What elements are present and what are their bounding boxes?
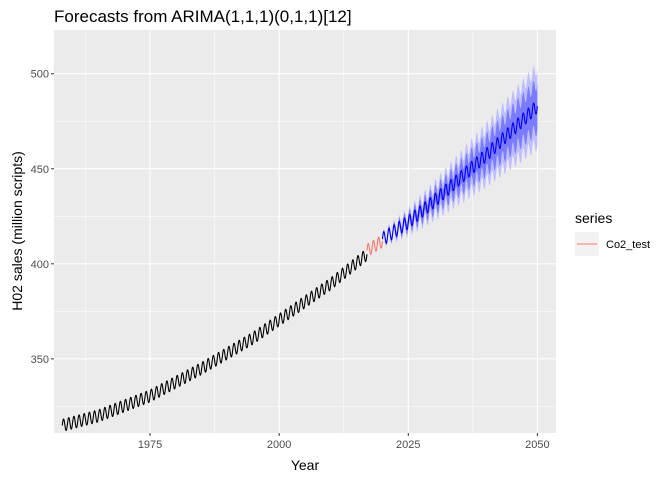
- y-tick-label-500: 500: [31, 69, 49, 81]
- x-tick-label-2050: 2050: [525, 439, 549, 451]
- y-tick-label-350: 350: [31, 354, 49, 366]
- legend-title: series: [575, 210, 612, 226]
- y-tick-label-450: 450: [31, 164, 49, 176]
- x-tick-label-1975: 1975: [138, 439, 162, 451]
- series-line-co2-test: [366, 236, 384, 255]
- series-line-observed: [61, 250, 368, 432]
- legend: series Co2_test: [575, 210, 650, 256]
- legend-entry-co2-test: Co2_test: [606, 239, 650, 251]
- x-tick-label-2025: 2025: [396, 439, 420, 451]
- chart-title: Forecasts from ARIMA(1,1,1)(0,1,1)[12]: [54, 7, 352, 26]
- x-tick-label-2000: 2000: [267, 439, 291, 451]
- y-tick-label-400: 400: [31, 259, 49, 271]
- series-lines: [61, 102, 538, 432]
- plot-panel: [54, 30, 556, 433]
- y-axis-title: H02 sales (million scripts): [9, 151, 25, 310]
- y-axis: 350 400 450 500: [31, 69, 54, 366]
- x-axis: 1975 2000 2025 2050: [138, 433, 550, 451]
- series-line-forecast: [381, 102, 538, 244]
- interval-95-band: [382, 65, 538, 247]
- x-axis-title: Year: [291, 457, 320, 473]
